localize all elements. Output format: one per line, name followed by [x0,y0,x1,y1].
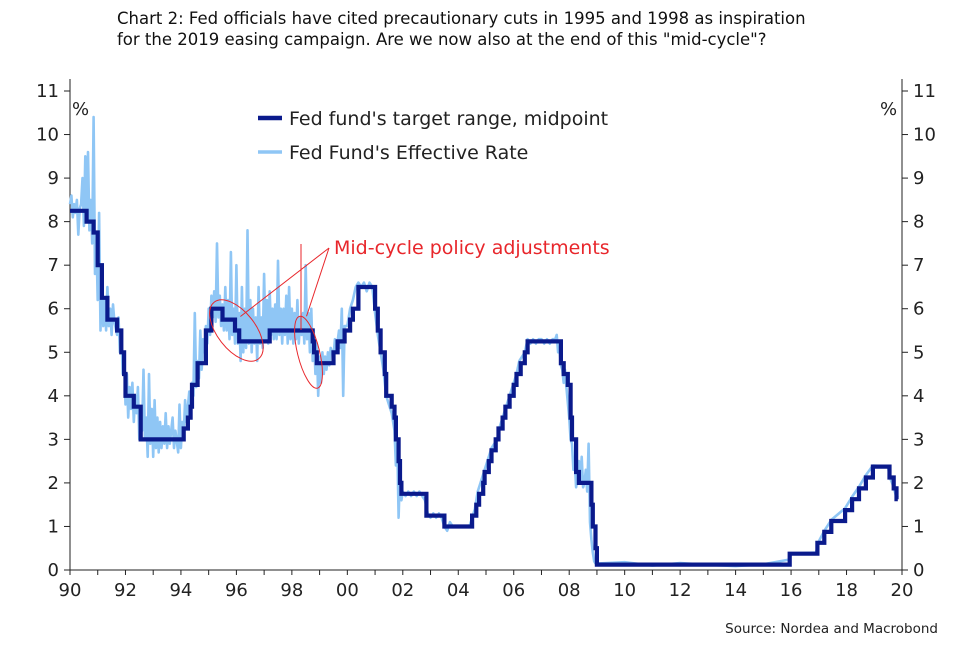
annotation-label: Mid-cycle policy adjustments [334,237,610,259]
y-tick-label-left: 11 [36,81,59,102]
x-tick-label: 90 [59,580,82,601]
legend-label-effective: Fed Fund's Effective Rate [289,142,528,164]
y-tick-label-right: 5 [913,342,924,363]
y-tick-label-right: 8 [913,212,924,233]
y-tick-label-right: 2 [913,473,924,494]
y-tick-label-right: 6 [913,299,924,320]
y-tick-label-left: 4 [48,386,59,407]
annotation-leader-2 [306,247,330,317]
x-tick-label: 96 [225,580,248,601]
y-tick-label-left: 8 [48,212,59,233]
y-tick-label-left: 3 [48,429,59,450]
y-tick-label-right: 0 [913,560,924,581]
y-tick-label-right: 7 [913,255,924,276]
annotation-ellipse-1998 [294,315,323,389]
y-tick-label-right: 4 [913,386,924,407]
y-tick-label-left: 6 [48,299,59,320]
y-unit-left: % [72,99,89,120]
x-tick-label: 02 [391,580,414,601]
series-effective-rate-line [68,115,899,568]
y-tick-label-left: 0 [48,560,59,581]
source-note: Source: Nordea and Macrobond [725,621,938,637]
x-tick-label: 92 [114,580,137,601]
y-tick-label-right: 10 [913,125,936,146]
legend-label-target: Fed fund's target range, midpoint [289,108,608,130]
annotation-ellipse-1995 [209,299,264,362]
x-tick-label: 00 [336,580,359,601]
x-tick-label: 14 [724,580,747,601]
x-tick-label: 08 [558,580,581,601]
y-tick-label-left: 2 [48,473,59,494]
y-tick-label-right: 3 [913,429,924,450]
chart-title: Chart 2: Fed officials have cited precau… [117,8,897,50]
x-tick-label: 20 [891,580,914,601]
y-tick-label-left: 10 [36,125,59,146]
y-tick-label-left: 7 [48,255,59,276]
y-tick-label-left: 9 [48,168,59,189]
y-unit-right: % [880,99,897,120]
series-target-range-line [70,208,899,567]
x-tick-label: 98 [280,580,303,601]
y-tick-label-left: 5 [48,342,59,363]
chart-title-line-2: for the 2019 easing campaign. Are we now… [117,30,767,49]
x-tick-label: 16 [780,580,803,601]
chart-title-line-1: Chart 2: Fed officials have cited precau… [117,9,806,28]
x-tick-label: 10 [613,580,636,601]
y-tick-label-right: 9 [913,168,924,189]
x-tick-label: 94 [169,580,192,601]
x-tick-label: 18 [835,580,858,601]
y-tick-label-left: 1 [48,516,59,537]
y-tick-label-right: 1 [913,516,924,537]
x-tick-label: 06 [502,580,525,601]
annotation-leader-1 [240,247,330,317]
x-tick-label: 12 [669,580,692,601]
y-tick-label-right: 11 [913,81,936,102]
x-tick-label: 04 [447,580,470,601]
